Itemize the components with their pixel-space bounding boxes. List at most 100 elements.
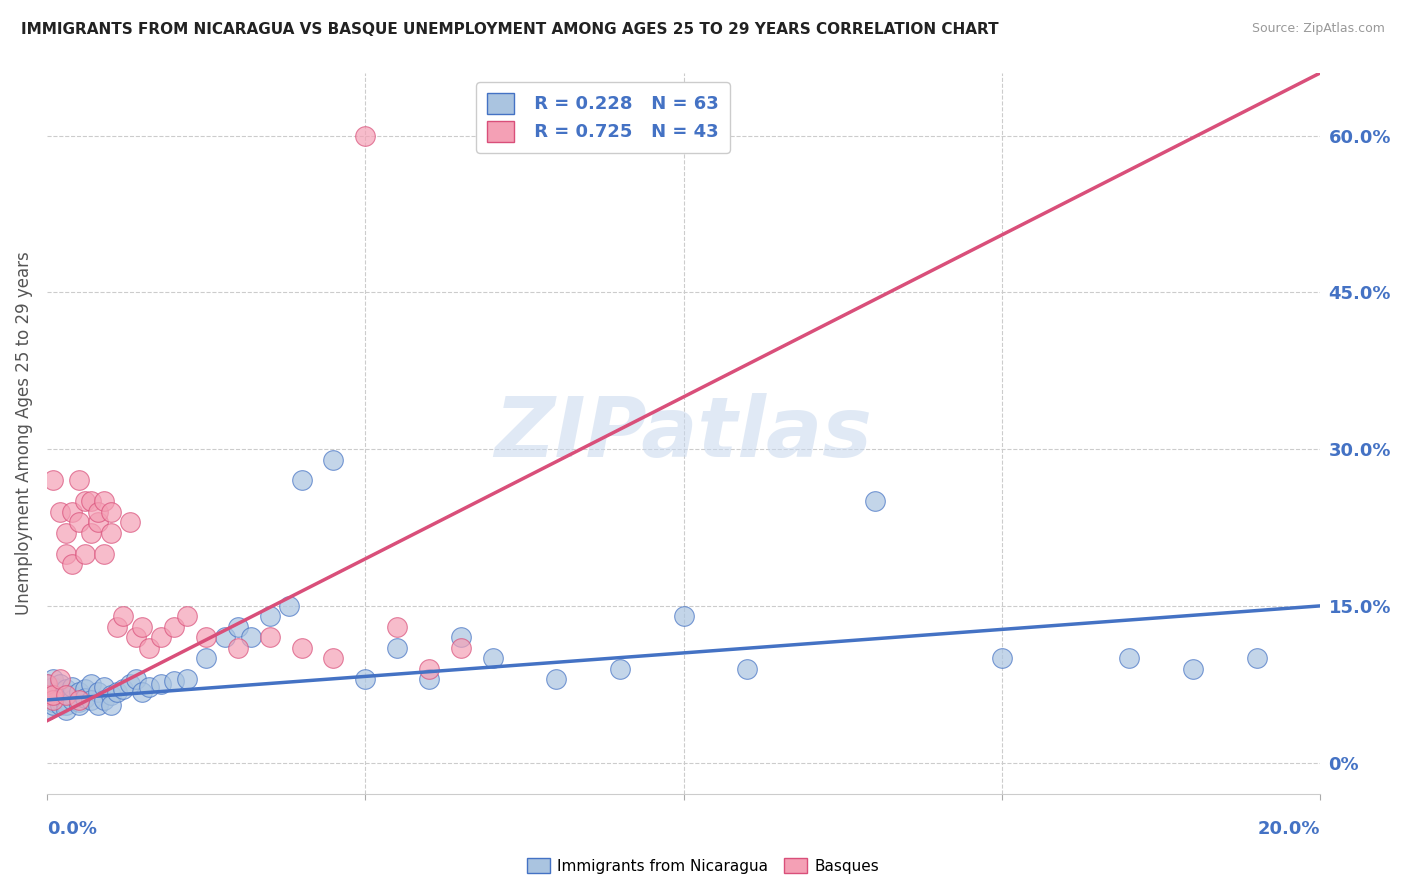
Point (42, 695, 65, 709)
Point (48, 698, 70, 713)
Point (176, 609, 198, 624)
Point (277, 599, 299, 613)
Point (55, 688, 77, 702)
Point (226, 640, 249, 655)
Point (48, 677, 70, 691)
Point (1118, 651, 1140, 665)
Point (42, 474, 65, 488)
Point (42, 681, 65, 695)
Point (105, 684, 128, 698)
Point (863, 494, 886, 508)
Point (1246, 651, 1268, 665)
Point (163, 620, 186, 634)
Point (163, 674, 186, 689)
Point (42, 672, 65, 686)
Point (75, 682, 97, 697)
Point (150, 677, 173, 691)
Point (112, 609, 135, 624)
Point (42, 688, 65, 702)
Point (259, 630, 281, 644)
Point (125, 630, 148, 644)
Point (55, 547, 77, 561)
Point (67, 695, 90, 709)
Point (35, 677, 58, 691)
Point (418, 672, 440, 686)
Point (418, 662, 440, 676)
Point (67, 684, 90, 698)
Point (195, 630, 218, 644)
Point (1181, 662, 1204, 676)
Point (322, 651, 344, 665)
Point (131, 620, 153, 634)
Point (450, 630, 472, 644)
Point (138, 681, 160, 695)
Point (55, 703, 77, 717)
Point (67, 516, 90, 530)
Point (35, 677, 58, 691)
Point (226, 620, 249, 634)
Y-axis label: Unemployment Among Ages 25 to 29 years: Unemployment Among Ages 25 to 29 years (15, 252, 32, 615)
Point (609, 662, 631, 676)
Point (481, 651, 503, 665)
Point (35, 693, 58, 707)
Point (239, 630, 262, 644)
Point (80, 525, 103, 540)
Point (100, 505, 122, 519)
Point (112, 682, 135, 697)
Point (735, 662, 758, 676)
Point (60, 688, 83, 702)
Point (80, 494, 103, 508)
Legend: Immigrants from Nicaragua, Basques: Immigrants from Nicaragua, Basques (520, 852, 886, 880)
Point (131, 684, 153, 698)
Point (75, 494, 97, 508)
Point (672, 609, 695, 624)
Point (118, 677, 141, 691)
Point (75, 547, 97, 561)
Point (80, 677, 103, 691)
Point (118, 516, 141, 530)
Text: 20.0%: 20.0% (1257, 820, 1320, 838)
Point (80, 693, 103, 707)
Point (42, 698, 65, 713)
Point (55, 698, 77, 713)
Point (138, 640, 160, 655)
Point (100, 688, 122, 702)
Point (100, 525, 122, 540)
Point (450, 640, 472, 655)
Text: 0.0%: 0.0% (46, 820, 97, 838)
Text: Source: ZipAtlas.com: Source: ZipAtlas.com (1251, 22, 1385, 36)
Point (150, 630, 173, 644)
Point (125, 672, 148, 686)
Point (48, 505, 70, 519)
Point (67, 474, 90, 488)
Point (87, 516, 110, 530)
Point (322, 452, 344, 467)
Point (60, 505, 83, 519)
Legend:  R = 0.228   N = 63,  R = 0.725   N = 43: R = 0.228 N = 63, R = 0.725 N = 43 (477, 82, 730, 153)
Point (354, 128, 377, 143)
Point (35, 703, 58, 717)
Point (35, 688, 58, 702)
Point (48, 672, 70, 686)
Point (60, 681, 83, 695)
Point (546, 672, 568, 686)
Point (991, 651, 1014, 665)
Point (87, 698, 110, 713)
Point (290, 474, 312, 488)
Point (55, 525, 77, 540)
Point (55, 693, 77, 707)
Point (87, 684, 110, 698)
Point (385, 620, 408, 634)
Point (87, 505, 110, 519)
Point (67, 693, 90, 707)
Point (93, 681, 115, 695)
Point (385, 640, 408, 655)
Point (105, 620, 128, 634)
Point (93, 547, 115, 561)
Point (48, 693, 70, 707)
Point (42, 688, 65, 702)
Point (93, 693, 115, 707)
Text: IMMIGRANTS FROM NICARAGUA VS BASQUE UNEMPLOYMENT AMONG AGES 25 TO 29 YEARS CORRE: IMMIGRANTS FROM NICARAGUA VS BASQUE UNEM… (21, 22, 998, 37)
Point (290, 640, 312, 655)
Text: ZIPatlas: ZIPatlas (495, 393, 873, 474)
